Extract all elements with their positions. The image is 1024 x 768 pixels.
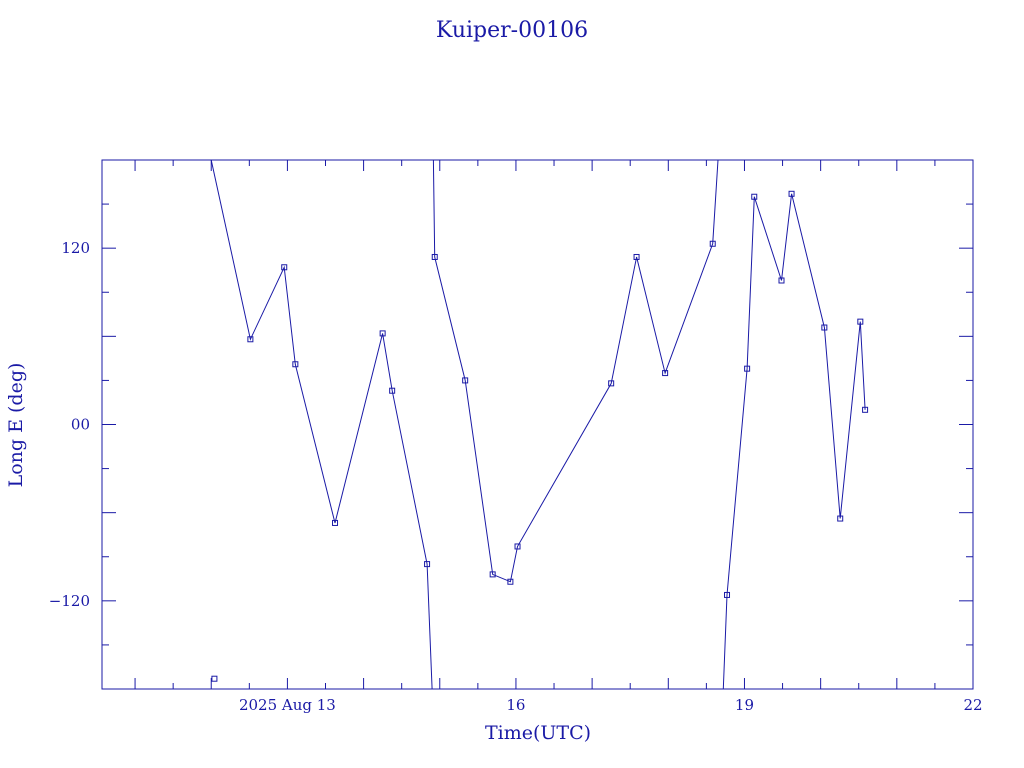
chart-title: Kuiper-00106: [436, 18, 588, 43]
series-line-segment: [722, 193, 866, 690]
data-point: [431, 253, 438, 260]
y-tick-label: −120: [49, 592, 90, 610]
y-tick-label: 00: [71, 416, 90, 434]
data-point: [292, 361, 299, 368]
data-point: [424, 561, 431, 568]
data-point: [489, 571, 496, 578]
data-point: [857, 318, 864, 325]
data-point: [332, 519, 339, 526]
data-point: [751, 193, 758, 200]
data-point: [514, 543, 521, 550]
x-tick-label: 16: [506, 696, 525, 714]
data-point: [281, 264, 288, 271]
data-point: [788, 190, 795, 197]
data-point: [709, 240, 716, 247]
data-point: [379, 330, 386, 337]
series-markers: [211, 190, 869, 682]
data-point: [462, 377, 469, 384]
data-point: [778, 277, 785, 284]
y-axis: 120 00 −120: [49, 159, 973, 690]
x-tick-label: 19: [735, 696, 754, 714]
data-point: [837, 515, 844, 522]
series-line-segment: [432, 159, 719, 583]
data-point: [862, 406, 869, 413]
data-point: [821, 324, 828, 331]
y-axis-label: Long E (deg): [5, 363, 27, 488]
x-axis: 2025 Aug 13 16 19 22: [134, 160, 983, 714]
series-line-segment: [210, 159, 433, 690]
x-tick-label: 2025 Aug 13: [239, 696, 336, 714]
data-point: [744, 365, 751, 372]
series-line: [210, 159, 866, 690]
data-point: [662, 370, 669, 377]
x-tick-label: 22: [963, 696, 982, 714]
y-tick-label: 120: [61, 239, 90, 257]
data-point: [633, 253, 640, 260]
plot-frame: [101, 159, 974, 690]
data-point: [211, 675, 218, 682]
data-point: [389, 387, 396, 394]
data-point: [507, 578, 514, 585]
data-point: [608, 380, 615, 387]
data-point: [247, 336, 254, 343]
x-axis-label: Time(UTC): [485, 722, 591, 744]
data-point: [724, 591, 731, 598]
